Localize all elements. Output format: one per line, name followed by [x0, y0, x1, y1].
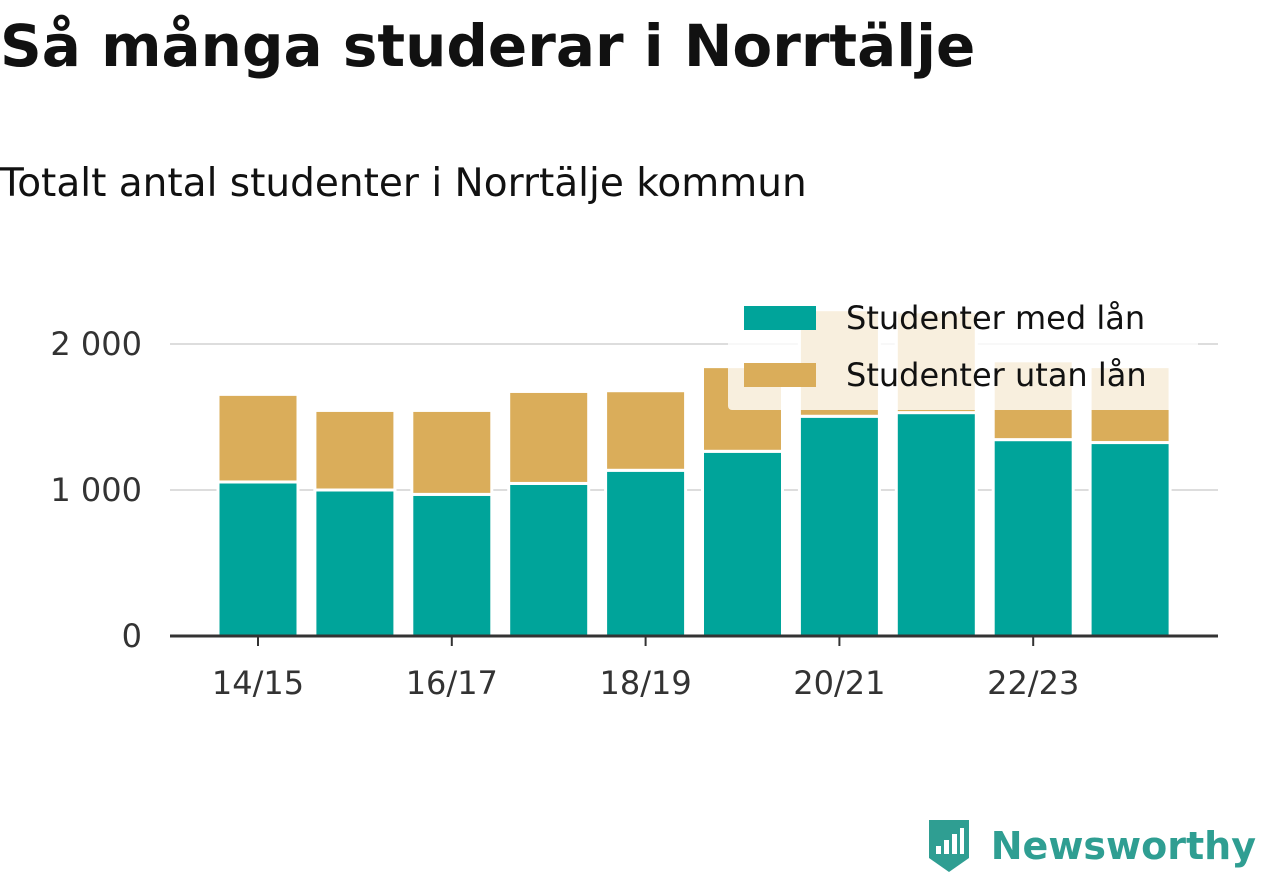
legend-label: Studenter med lån	[846, 299, 1145, 337]
bar-studenter-med-lan	[991, 438, 1075, 638]
bar-studenter-med-lan	[216, 480, 300, 638]
chart-subtitle: Totalt antal studenter i Norrtälje kommu…	[0, 161, 807, 206]
y-tick-label: 1 000	[50, 471, 142, 509]
bar-studenter-med-lan	[894, 411, 978, 638]
newsworthy-logo-icon	[928, 820, 969, 872]
stacked-bar-chart: 0 1 000 2 000 Studenter med lån Studenter u…	[50, 288, 1218, 702]
bar-studenter-utan-lan	[216, 392, 300, 484]
legend-swatch	[744, 306, 816, 330]
bar-studenter-med-lan	[410, 492, 494, 638]
bar-studenter-med-lan	[507, 481, 591, 638]
y-axis-tick-labels: 0 1 000 2 000	[50, 325, 142, 655]
bar-studenter-utan-lan	[507, 389, 591, 485]
bar-studenter-med-lan	[313, 488, 397, 638]
bar-studenter-med-lan	[797, 414, 881, 638]
legend: Studenter med lån Studenter utan lån	[728, 288, 1198, 410]
x-axis: 14/15 16/17 18/19 20/21 22/23	[170, 634, 1218, 702]
chart-title: Så många studerar i Norrtälje	[0, 12, 976, 80]
bar-studenter-med-lan	[1088, 441, 1172, 638]
bar-studenter-utan-lan	[410, 408, 494, 496]
legend-label: Studenter utan lån	[846, 356, 1147, 394]
x-tick-label: 20/21	[793, 664, 885, 702]
legend-background	[728, 288, 1198, 410]
bar-studenter-med-lan	[604, 468, 688, 638]
bar-studenter-med-lan	[701, 449, 784, 638]
legend-swatch	[744, 363, 816, 387]
y-tick-label: 2 000	[50, 325, 142, 363]
y-tick-label: 0	[122, 617, 142, 655]
x-tick-label: 14/15	[212, 664, 304, 702]
x-tick-label: 16/17	[406, 664, 498, 702]
bar-studenter-utan-lan	[604, 389, 688, 472]
brand-name: Newsworthy	[990, 824, 1256, 868]
x-tick-label: 18/19	[599, 664, 691, 702]
brand-footer: Newsworthy	[925, 816, 1256, 876]
bar-studenter-utan-lan	[313, 408, 397, 492]
x-tick-label: 22/23	[987, 664, 1079, 702]
